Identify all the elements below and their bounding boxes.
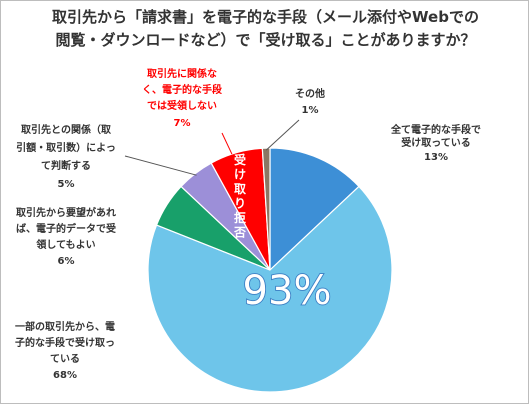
reject-char-1: け <box>234 168 246 182</box>
pie-slice-1 <box>147 185 393 393</box>
callout-lines <box>124 119 300 176</box>
slice-name-label-3-1: 引額・取引数）によっ <box>16 141 116 154</box>
reject-char-2: 取 <box>234 182 246 196</box>
chart-title-line-2: 閲覧・ダウンロードなど）で「受け取る」ことがありますか？ <box>55 31 476 49</box>
reject-char-0: 受 <box>234 152 246 167</box>
slice-name-label-2-1: ば、電子的データで受 <box>16 222 116 235</box>
slice-value-label-3: 5% <box>58 179 75 190</box>
slice-name-label-3-2: て判断する <box>41 159 91 172</box>
slice-name-label-0-0: 全て電子的な手段で <box>390 123 481 136</box>
slice-name-label-2-0: 取引先から要望があれ <box>16 206 116 219</box>
slice-value-label-0: 13% <box>424 152 448 163</box>
chart-title-line-1: 取引先から「請求書」を電子的な手段（メール添付やWebでの <box>52 8 479 26</box>
slice-value-label-4: 7% <box>174 118 191 129</box>
reject-char-3: り <box>234 197 246 211</box>
pie-slices <box>147 147 393 393</box>
slice-name-label-1-0: 一部の取引先から、電 <box>15 320 115 333</box>
big-percent-annotation: 93% <box>243 268 332 314</box>
callout-line-5 <box>265 119 300 151</box>
slice-value-label-2: 6% <box>58 256 75 267</box>
slice-name-label-4-2: では受領しない <box>147 99 217 112</box>
slice-name-label-3-0: 取引先との関係（取 <box>21 123 112 136</box>
pie-slice-5 <box>261 147 271 271</box>
slice-name-label-1-1: 子的な手段で受け取っ <box>15 336 115 349</box>
slice-name-label-1-2: ている <box>50 353 80 365</box>
slice-label-5: その他 1% <box>295 87 325 116</box>
callout-line-3 <box>124 155 197 176</box>
slice-name-label-5-0: その他 <box>295 87 325 100</box>
slice-name-label-4-0: 取引先に関係な <box>147 67 217 80</box>
callout-line-4 <box>221 132 233 155</box>
slice-value-label-5: 1% <box>302 105 319 116</box>
slice-value-label-1: 68% <box>53 370 77 381</box>
pie-slice-0 <box>269 147 360 272</box>
slice-name-label-2-2: 領してもよい <box>35 238 95 251</box>
slice-name-label-0-1: 受け取っている <box>401 136 471 149</box>
slice-name-label-4-1: く、電子的な手段 <box>142 83 222 96</box>
chart-title: 取引先から「請求書」を電子的な手段（メール添付やWebでの 閲覧・ダウンロードな… <box>0 6 531 52</box>
reject-char-5: 否 <box>233 226 246 240</box>
reject-char-4: 拒 <box>234 210 246 225</box>
